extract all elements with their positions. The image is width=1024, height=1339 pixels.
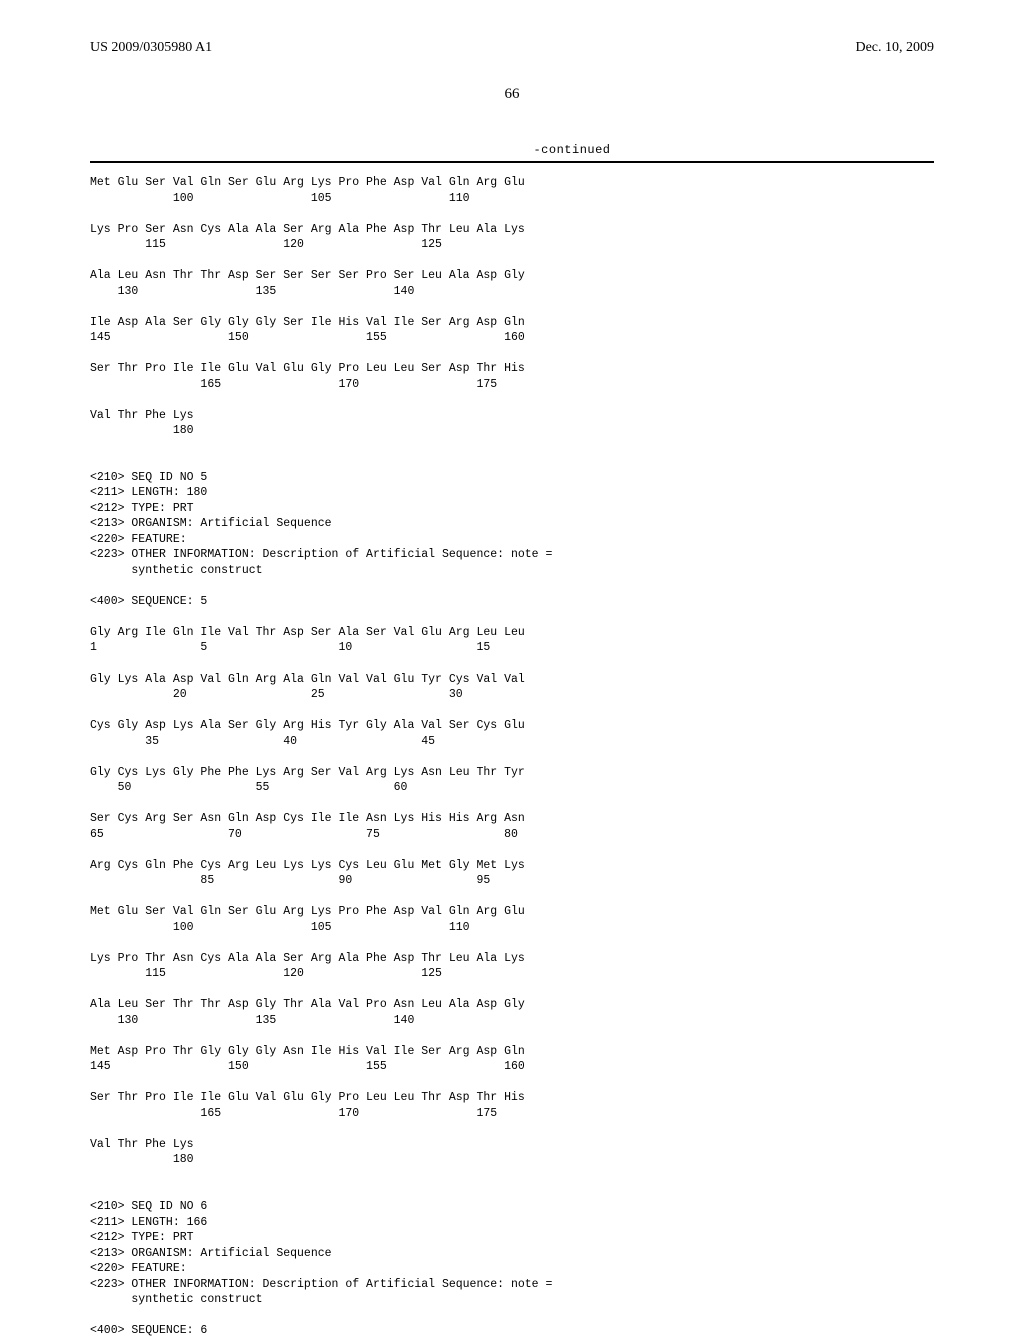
publication-number: US 2009/0305980 A1 [90,40,212,56]
sequence-listing: Met Glu Ser Val Gln Ser Glu Arg Lys Pro … [90,175,934,1339]
page-number: 66 [90,86,934,103]
header-row: US 2009/0305980 A1 Dec. 10, 2009 [90,40,934,56]
publication-date: Dec. 10, 2009 [855,40,934,56]
continued-label: -continued [90,143,934,157]
separator-rule [90,161,934,163]
